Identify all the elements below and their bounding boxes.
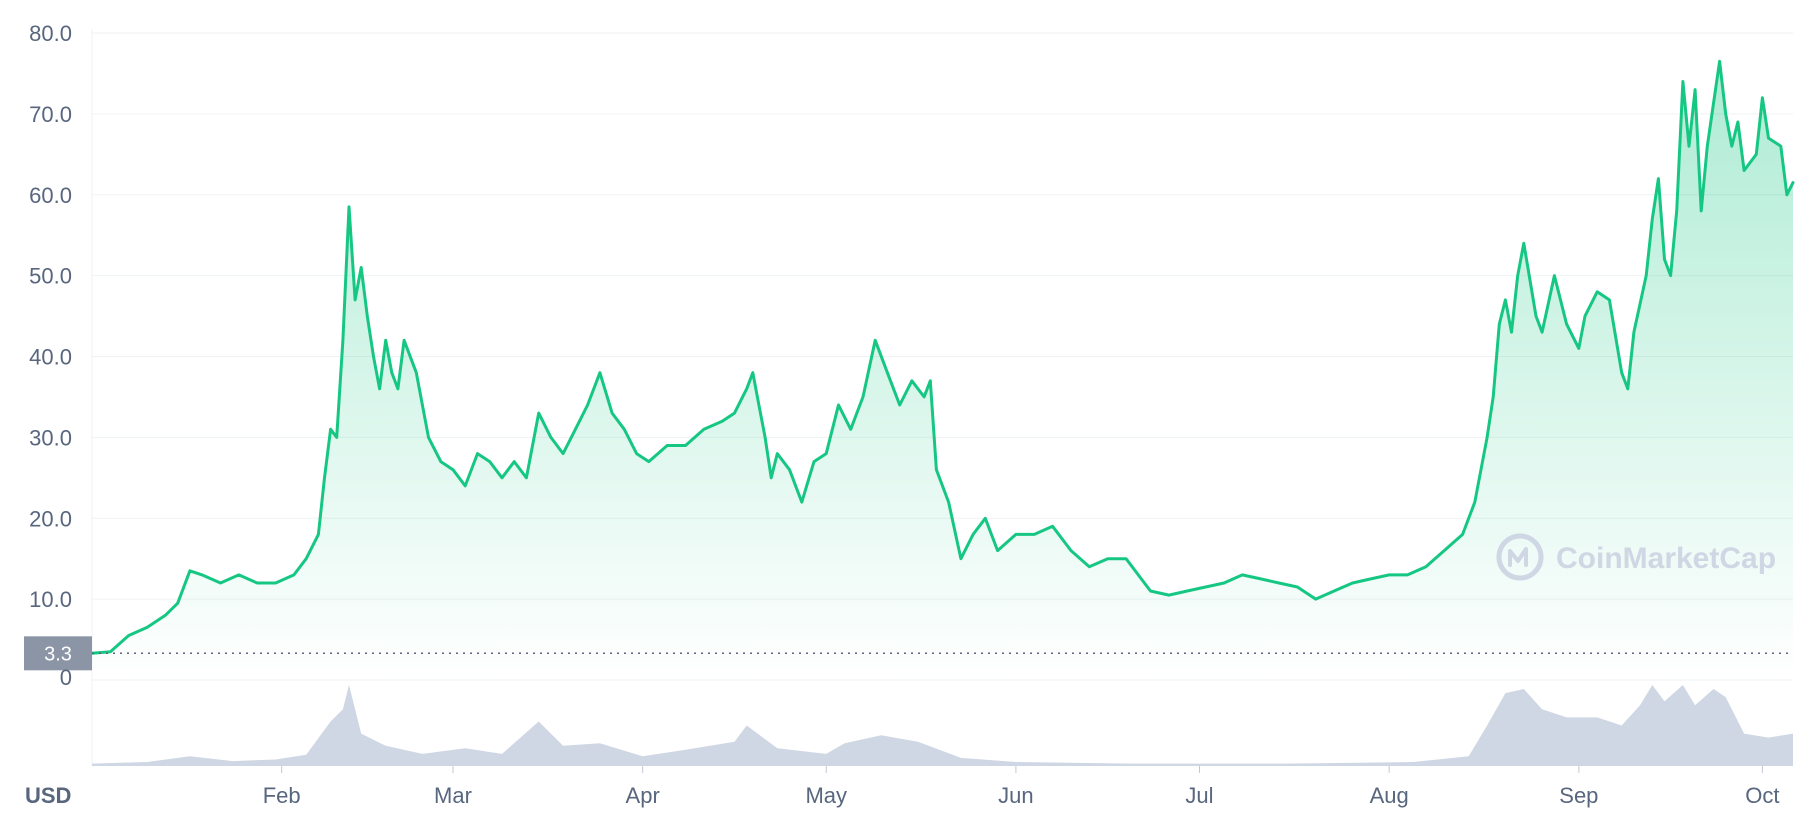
- x-axis: Feb Mar Apr May Jun Jul Aug Sep Oct: [263, 766, 1780, 808]
- volume-zero-label: 0: [60, 665, 72, 690]
- watermark-text: CoinMarketCap: [1556, 542, 1776, 575]
- x-tick-label: Mar: [434, 783, 472, 808]
- watermark: CoinMarketCap: [1496, 533, 1776, 581]
- currency-label: USD: [25, 783, 71, 808]
- price-line[interactable]: [90, 59, 1795, 655]
- x-tick-label: Apr: [626, 783, 660, 808]
- coinmarketcap-logo-icon: [1496, 533, 1544, 581]
- volume-area: [92, 685, 1793, 766]
- y-tick-label: 20.0: [29, 506, 72, 531]
- x-tick-label: Jul: [1185, 783, 1213, 808]
- x-tick-label: Oct: [1745, 783, 1779, 808]
- y-tick-label: 50.0: [29, 264, 72, 289]
- x-tick-label: Aug: [1370, 783, 1409, 808]
- y-tick-label: 70.0: [29, 102, 72, 127]
- y-tick-label: 30.0: [29, 425, 72, 450]
- y-axis: 80.0 70.0 60.0 50.0 40.0 30.0 20.0 10.0: [29, 21, 72, 612]
- price-area: [92, 61, 1793, 681]
- baseline-label: 3.3: [44, 643, 72, 665]
- baseline-marker: 3.3: [24, 636, 1793, 671]
- x-tick-label: Feb: [263, 783, 301, 808]
- x-tick-label: Jun: [998, 783, 1033, 808]
- price-series-line[interactable]: [90, 59, 1795, 655]
- baseline-label-box: [24, 636, 92, 671]
- y-tick-label: 80.0: [29, 21, 72, 46]
- x-tick-label: Sep: [1559, 783, 1598, 808]
- volume-series: [92, 685, 1793, 766]
- y-tick-label: 40.0: [29, 345, 72, 370]
- y-tick-label: 60.0: [29, 183, 72, 208]
- price-area-fill: [92, 61, 1793, 681]
- y-tick-label: 10.0: [29, 587, 72, 612]
- x-tick-label: May: [805, 783, 847, 808]
